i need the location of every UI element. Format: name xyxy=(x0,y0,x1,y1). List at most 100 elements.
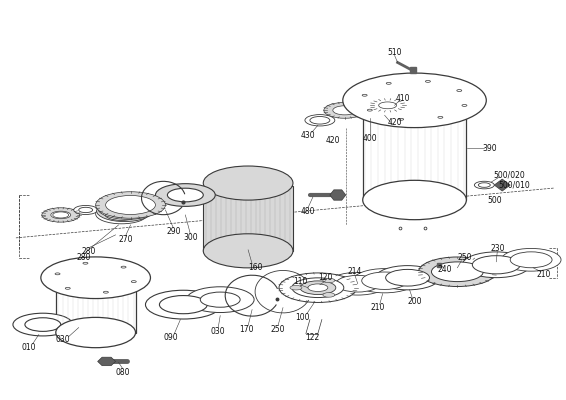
Polygon shape xyxy=(56,279,135,332)
Ellipse shape xyxy=(328,272,388,295)
Ellipse shape xyxy=(473,256,520,274)
Ellipse shape xyxy=(457,90,462,92)
Ellipse shape xyxy=(362,272,408,290)
Ellipse shape xyxy=(56,317,135,348)
Text: 410: 410 xyxy=(395,94,410,103)
Polygon shape xyxy=(330,190,346,200)
Ellipse shape xyxy=(510,252,552,268)
Text: 100: 100 xyxy=(295,313,310,322)
Polygon shape xyxy=(494,179,510,191)
Text: 170: 170 xyxy=(239,325,254,334)
Polygon shape xyxy=(203,186,293,251)
Ellipse shape xyxy=(386,82,391,84)
Ellipse shape xyxy=(398,118,404,120)
Ellipse shape xyxy=(478,183,490,187)
Text: 280: 280 xyxy=(76,253,91,262)
Text: 030: 030 xyxy=(55,335,70,344)
Ellipse shape xyxy=(308,284,328,292)
Ellipse shape xyxy=(200,292,240,307)
Ellipse shape xyxy=(376,266,439,290)
Text: 500/020: 500/020 xyxy=(494,170,525,180)
Ellipse shape xyxy=(42,208,80,222)
Ellipse shape xyxy=(96,192,165,218)
Ellipse shape xyxy=(348,94,392,111)
Ellipse shape xyxy=(438,116,443,118)
Ellipse shape xyxy=(290,286,302,290)
Text: 122: 122 xyxy=(305,333,319,342)
Ellipse shape xyxy=(353,269,417,293)
Text: 400: 400 xyxy=(362,134,377,143)
Ellipse shape xyxy=(462,104,467,106)
Ellipse shape xyxy=(323,293,335,297)
Ellipse shape xyxy=(501,248,561,271)
Ellipse shape xyxy=(121,266,126,268)
Ellipse shape xyxy=(418,257,496,286)
Text: 230: 230 xyxy=(490,244,504,253)
Text: 290: 290 xyxy=(166,227,181,236)
Text: 214: 214 xyxy=(348,267,362,276)
Ellipse shape xyxy=(367,109,372,111)
Text: 160: 160 xyxy=(248,263,263,272)
Ellipse shape xyxy=(203,166,293,200)
Polygon shape xyxy=(98,357,115,366)
Ellipse shape xyxy=(279,273,357,302)
Ellipse shape xyxy=(362,94,367,96)
Text: 080: 080 xyxy=(115,368,130,377)
Text: 030: 030 xyxy=(211,327,225,336)
Ellipse shape xyxy=(55,273,60,275)
Text: 210: 210 xyxy=(537,270,551,279)
Ellipse shape xyxy=(310,116,330,124)
Text: 240: 240 xyxy=(437,265,452,274)
Ellipse shape xyxy=(160,296,207,314)
Polygon shape xyxy=(363,102,466,200)
Ellipse shape xyxy=(105,208,139,220)
Text: 270: 270 xyxy=(118,235,133,244)
Text: 500: 500 xyxy=(487,196,501,204)
Text: 200: 200 xyxy=(408,297,422,306)
Text: 090: 090 xyxy=(163,333,178,342)
Ellipse shape xyxy=(65,287,70,289)
Ellipse shape xyxy=(106,204,143,218)
Ellipse shape xyxy=(104,291,108,293)
Ellipse shape xyxy=(106,196,156,214)
Text: 430: 430 xyxy=(301,131,315,140)
Ellipse shape xyxy=(431,262,483,282)
Ellipse shape xyxy=(426,80,430,82)
Ellipse shape xyxy=(168,188,203,202)
Ellipse shape xyxy=(343,73,486,128)
Text: 250: 250 xyxy=(271,325,285,334)
Ellipse shape xyxy=(13,313,73,336)
Ellipse shape xyxy=(131,281,136,282)
Text: 510: 510 xyxy=(387,48,402,57)
Text: 110: 110 xyxy=(293,277,307,286)
Text: 500/010: 500/010 xyxy=(498,180,530,190)
Ellipse shape xyxy=(356,97,384,108)
Ellipse shape xyxy=(385,269,430,286)
Ellipse shape xyxy=(56,262,135,293)
Text: 280: 280 xyxy=(82,247,96,256)
Ellipse shape xyxy=(41,257,151,298)
Ellipse shape xyxy=(462,252,530,278)
Ellipse shape xyxy=(324,102,366,118)
Ellipse shape xyxy=(379,102,397,109)
Ellipse shape xyxy=(305,114,335,126)
Text: 210: 210 xyxy=(371,303,385,312)
Ellipse shape xyxy=(97,200,152,222)
Text: 420: 420 xyxy=(387,118,402,127)
Ellipse shape xyxy=(363,81,466,120)
Ellipse shape xyxy=(323,278,335,283)
Ellipse shape xyxy=(292,278,344,298)
Ellipse shape xyxy=(371,99,405,112)
Ellipse shape xyxy=(51,211,71,219)
Ellipse shape xyxy=(79,207,93,213)
Ellipse shape xyxy=(109,197,152,213)
Text: 300: 300 xyxy=(183,233,198,242)
Ellipse shape xyxy=(83,262,88,264)
Ellipse shape xyxy=(156,184,215,206)
Ellipse shape xyxy=(98,197,157,219)
Text: 120: 120 xyxy=(319,273,333,282)
Ellipse shape xyxy=(333,106,357,115)
Text: 480: 480 xyxy=(301,208,315,216)
Ellipse shape xyxy=(25,318,61,331)
Text: 250: 250 xyxy=(457,253,471,262)
